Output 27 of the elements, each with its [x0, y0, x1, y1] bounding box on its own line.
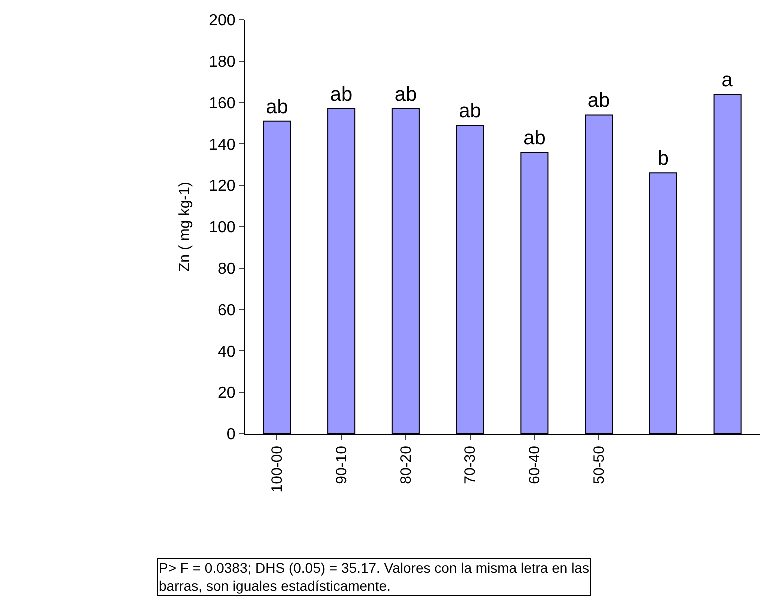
- y-tick-label: 0: [226, 426, 236, 444]
- y-tick-label: 100: [209, 220, 236, 237]
- y-tick-label: 180: [209, 54, 236, 71]
- x-tick-label: 70-30: [462, 446, 480, 484]
- data-label: b: [658, 148, 670, 170]
- data-label: ab: [330, 84, 353, 106]
- data-label: ab: [524, 127, 546, 150]
- x-tick-label: 90-10: [333, 446, 350, 484]
- y-tick-label: 60: [218, 302, 236, 320]
- y-tick-label: 80: [218, 261, 236, 278]
- text: P> F = 0.0383; DHS (0.05) = 35.17. Valores con la misma letra en las barras, son iguales estadísticamente.: [159, 560, 590, 594]
- y-tick-label: 140: [209, 136, 236, 154]
- data-label: ab: [394, 84, 418, 106]
- y-tick-label: 200: [209, 12, 236, 30]
- x-tick-label: 80-20: [398, 446, 415, 484]
- data-label: ab: [588, 90, 610, 112]
- x-tick-label: 60-40: [526, 446, 544, 484]
- y-tick-label: 120: [209, 178, 236, 196]
- data-label: ab: [266, 96, 288, 118]
- y-tick-label: 40: [218, 344, 236, 361]
- y-tick-label: 20: [218, 385, 236, 402]
- x-tick-label: 50-50: [590, 446, 608, 484]
- data-label: ab: [459, 100, 482, 123]
- y-tick-label: 160: [209, 95, 236, 112]
- data-label: a: [722, 70, 734, 92]
- x-tick-label: 100-00: [269, 446, 286, 493]
- y-axis-title: Zn ( mg kg-1): [176, 182, 194, 272]
